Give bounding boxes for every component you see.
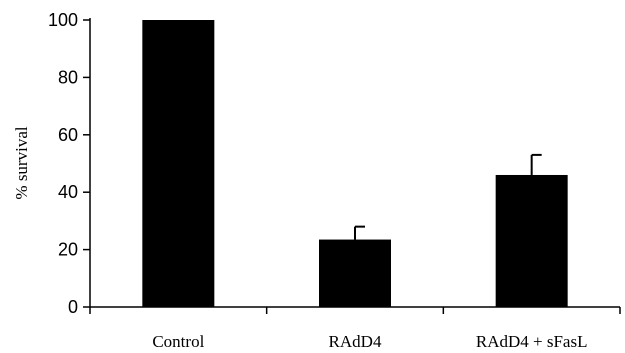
x-axis-ticks [89, 307, 621, 314]
y-axis-ticks: 0 20 40 60 80 100 [48, 10, 90, 317]
bar-radd4-sfasl [495, 174, 568, 307]
x-category-label: RAdD4 [329, 332, 382, 351]
x-category-label: Control [152, 332, 204, 351]
y-tick-label: 100 [48, 10, 78, 30]
x-category-label: RAdD4 + sFasL [476, 332, 588, 351]
y-tick-label: 0 [68, 297, 78, 317]
bar-control [142, 20, 215, 307]
y-tick-label: 60 [58, 125, 78, 145]
bars [142, 20, 568, 307]
x-axis-labels: Control RAdD4 RAdD4 + sFasL [152, 332, 587, 351]
y-tick-label: 20 [58, 240, 78, 260]
y-tick-label: 40 [58, 182, 78, 202]
y-axis-title: % survival [12, 126, 31, 199]
bar-radd4 [319, 239, 391, 307]
y-tick-label: 80 [58, 67, 78, 87]
error-bars [354, 153, 542, 240]
